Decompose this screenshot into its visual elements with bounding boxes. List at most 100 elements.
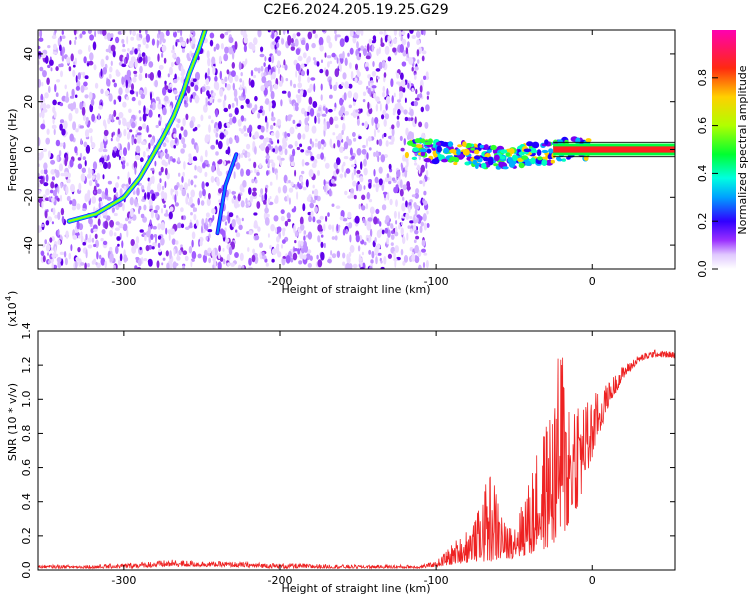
spectrogram-cell (112, 79, 116, 83)
spectrogram-cell (323, 179, 326, 186)
spectrogram-cell (281, 64, 285, 69)
spectrogram-cell (94, 82, 99, 89)
spectrogram-cell (188, 178, 191, 186)
spectrogram-cell (290, 46, 295, 51)
spectrogram-cell (93, 243, 97, 248)
spectrogram-cell (226, 160, 231, 164)
spectrogram-cell (488, 309, 490, 312)
spectrogram-cell (375, 68, 381, 72)
spectrogram-cell (126, 96, 130, 101)
trace-constant-blob (436, 145, 442, 153)
spectrogram-cell (280, 244, 284, 249)
spectrogram-cell (126, 69, 132, 78)
spectrogram-cell (89, 52, 94, 61)
spectrogram-cell (129, 89, 135, 95)
spectrogram-cell (301, 107, 306, 115)
spectrogram-cell (390, 223, 394, 229)
trace-constant-blob (585, 138, 592, 143)
snr-ytick-label: 1.4 (20, 322, 33, 340)
spectrogram-cell (240, 115, 245, 122)
spectrogram-cell (253, 37, 258, 45)
spectrogram-cell (375, 103, 379, 112)
spectrogram-cell (215, 151, 219, 156)
spectrogram-cell (406, 160, 409, 168)
spectrogram-cell (87, 30, 92, 35)
spectrogram-cell (327, 258, 332, 264)
spectrogram-cell (157, 70, 162, 78)
spectrogram-cell (252, 248, 256, 254)
spectrogram-cell (162, 142, 167, 148)
spectrogram-cell (131, 136, 134, 146)
spectrogram-cell (373, 169, 376, 177)
spectrogram-cell (158, 64, 164, 70)
spectrogram-cell (281, 90, 287, 94)
spectrogram-cell (51, 262, 54, 269)
spectrogram-cell (452, 332, 454, 335)
trace-constant-blob (404, 151, 409, 159)
spectrogram-cell (294, 38, 299, 47)
spectrogram-cell (471, 305, 473, 308)
spectrogram-cell (362, 144, 366, 149)
spectrogram-cell (103, 161, 108, 170)
spectrogram-cell (76, 203, 81, 210)
spectrogram-cell (212, 214, 215, 221)
spectrogram-cell (371, 250, 375, 259)
spectrogram-cell (327, 61, 330, 68)
spectrogram-cell (45, 104, 51, 109)
spectrogram-cell (296, 191, 299, 200)
spectrogram-cell (248, 187, 252, 195)
trace-constant-blob (557, 139, 563, 145)
spectrogram-cell (136, 91, 139, 98)
spectrogram-cell (231, 102, 235, 108)
spectrogram-cell (265, 203, 268, 212)
spectrogram-cell (336, 157, 341, 166)
spectrogram-cell (83, 56, 87, 64)
trace-constant-blob (526, 141, 534, 147)
spectrogram-cell (361, 251, 364, 256)
spectrogram-cell (418, 264, 422, 269)
spectrogram-cell (323, 123, 328, 132)
spectrogram-cell (257, 67, 261, 74)
trace-constant-blob (486, 149, 492, 154)
spectrogram-cell (175, 240, 179, 245)
spectrogram-cell (406, 185, 411, 191)
trace-constant-blob (505, 152, 511, 157)
spectrogram-cell (113, 146, 118, 152)
spectrogram-cell (353, 166, 357, 176)
spectrogram-cell (301, 170, 305, 175)
snr-ytick-label: 1.0 (20, 391, 33, 409)
spectrogram-cell (121, 163, 126, 170)
spectrogram-cell (86, 62, 90, 66)
spectrogram-cell (387, 253, 392, 259)
spectrogram-cell (317, 259, 323, 268)
spectrogram-cell (184, 100, 187, 105)
spectrogram-cell (122, 202, 125, 212)
trace-constant-blob (531, 141, 540, 149)
spectrogram-cell (448, 326, 450, 329)
spectrogram-cell (282, 30, 286, 35)
spectrogram-cell (100, 141, 104, 151)
spectrogram-cell (242, 149, 245, 154)
spectrogram-cell (277, 186, 281, 194)
spectrogram-cell (486, 327, 488, 330)
spectrogram-cell (375, 208, 380, 215)
spectrogram-cell (399, 135, 403, 141)
spectrogram-cell (451, 314, 453, 317)
spectrogram-cell (470, 311, 472, 314)
spectrogram-cell (409, 108, 414, 117)
spectrogram-cell (60, 172, 65, 177)
spectrogram-cell (177, 222, 182, 229)
trace-rising-trace-main (68, 30, 206, 223)
spectrogram-cell (329, 116, 334, 125)
spectrogram-cell (173, 90, 178, 95)
spectrogram-cell (298, 260, 303, 265)
spectrogram-cell (238, 153, 241, 160)
spectrogram-cell (44, 210, 48, 219)
trace-constant-blob (509, 148, 515, 155)
spectrogram-cell (123, 128, 127, 137)
spectrogram-cell (287, 35, 292, 44)
spectrogram-cell (316, 153, 321, 160)
trace-constant-blob (420, 148, 428, 153)
spectrogram-cell (484, 322, 486, 325)
spectrogram-cell (506, 328, 508, 331)
